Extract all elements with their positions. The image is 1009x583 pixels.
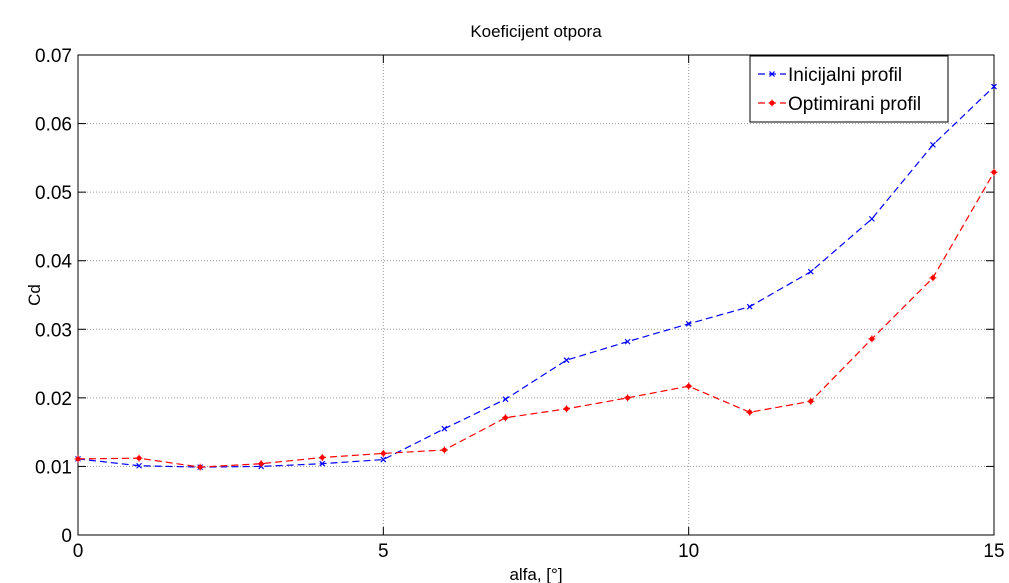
star-marker [929, 274, 937, 282]
series-2 [74, 168, 998, 471]
star-marker [501, 414, 509, 422]
star-marker [257, 460, 265, 468]
y-tick-label: 0.02 [35, 389, 72, 410]
star-marker [563, 405, 571, 413]
legend: Inicijalni profil Optimirani profil [749, 55, 949, 123]
x-marker [807, 268, 814, 275]
x-axis-label: alfa, [°] [509, 565, 562, 583]
star-marker [746, 408, 754, 416]
star-marker [768, 99, 776, 107]
x-marker [685, 320, 692, 327]
x-marker [319, 460, 326, 467]
legend-label: Optimirani profil [788, 94, 921, 115]
y-tick-label: 0.01 [35, 457, 72, 478]
plot-area [77, 54, 995, 536]
y-tick-label: 0.06 [35, 115, 72, 136]
legend-item: Optimirani profil [758, 94, 921, 115]
x-marker [991, 83, 997, 90]
x-marker [868, 215, 875, 222]
x-marker [624, 338, 631, 345]
legend-box [749, 55, 949, 123]
x-tick-label: 10 [678, 541, 699, 562]
x-marker [563, 357, 570, 364]
x-marker [769, 71, 775, 77]
axis-ticks: 0 5 10 15 0 0.01 0.02 0.03 0.04 0.05 0.06 0.07 [35, 46, 1005, 562]
legend-item: Inicijalni profil [758, 65, 902, 86]
x-marker [930, 141, 936, 148]
star-marker [135, 454, 143, 462]
chart-title: Koeficijent otpora [470, 22, 602, 41]
y-tick-label: 0 [61, 526, 72, 547]
y-tick-label: 0.03 [35, 320, 72, 341]
legend-label: Inicijalni profil [788, 65, 902, 86]
x-tick-label: 15 [983, 541, 1004, 562]
star-marker [807, 397, 815, 405]
y-axis-label: Cd [25, 284, 44, 306]
star-marker [74, 455, 82, 463]
x-tick-label: 0 [73, 541, 84, 562]
star-marker [990, 168, 998, 176]
series-line [77, 86, 995, 468]
y-tick-label: 0.07 [35, 46, 72, 67]
x-marker [380, 456, 387, 463]
x-marker [441, 425, 448, 432]
star-marker [440, 446, 448, 454]
series-lines [74, 83, 998, 471]
x-marker [136, 462, 142, 469]
star-marker [196, 463, 204, 471]
y-tick-label: 0.04 [35, 252, 72, 273]
star-marker [685, 382, 693, 390]
star-marker [379, 449, 387, 457]
star-marker [868, 335, 876, 343]
x-marker [502, 396, 509, 403]
y-tick-label: 0.05 [35, 183, 72, 204]
x-marker [746, 303, 753, 310]
star-marker [318, 454, 326, 462]
star-marker [624, 394, 632, 402]
x-tick-label: 5 [378, 541, 389, 562]
series-line [77, 171, 995, 468]
